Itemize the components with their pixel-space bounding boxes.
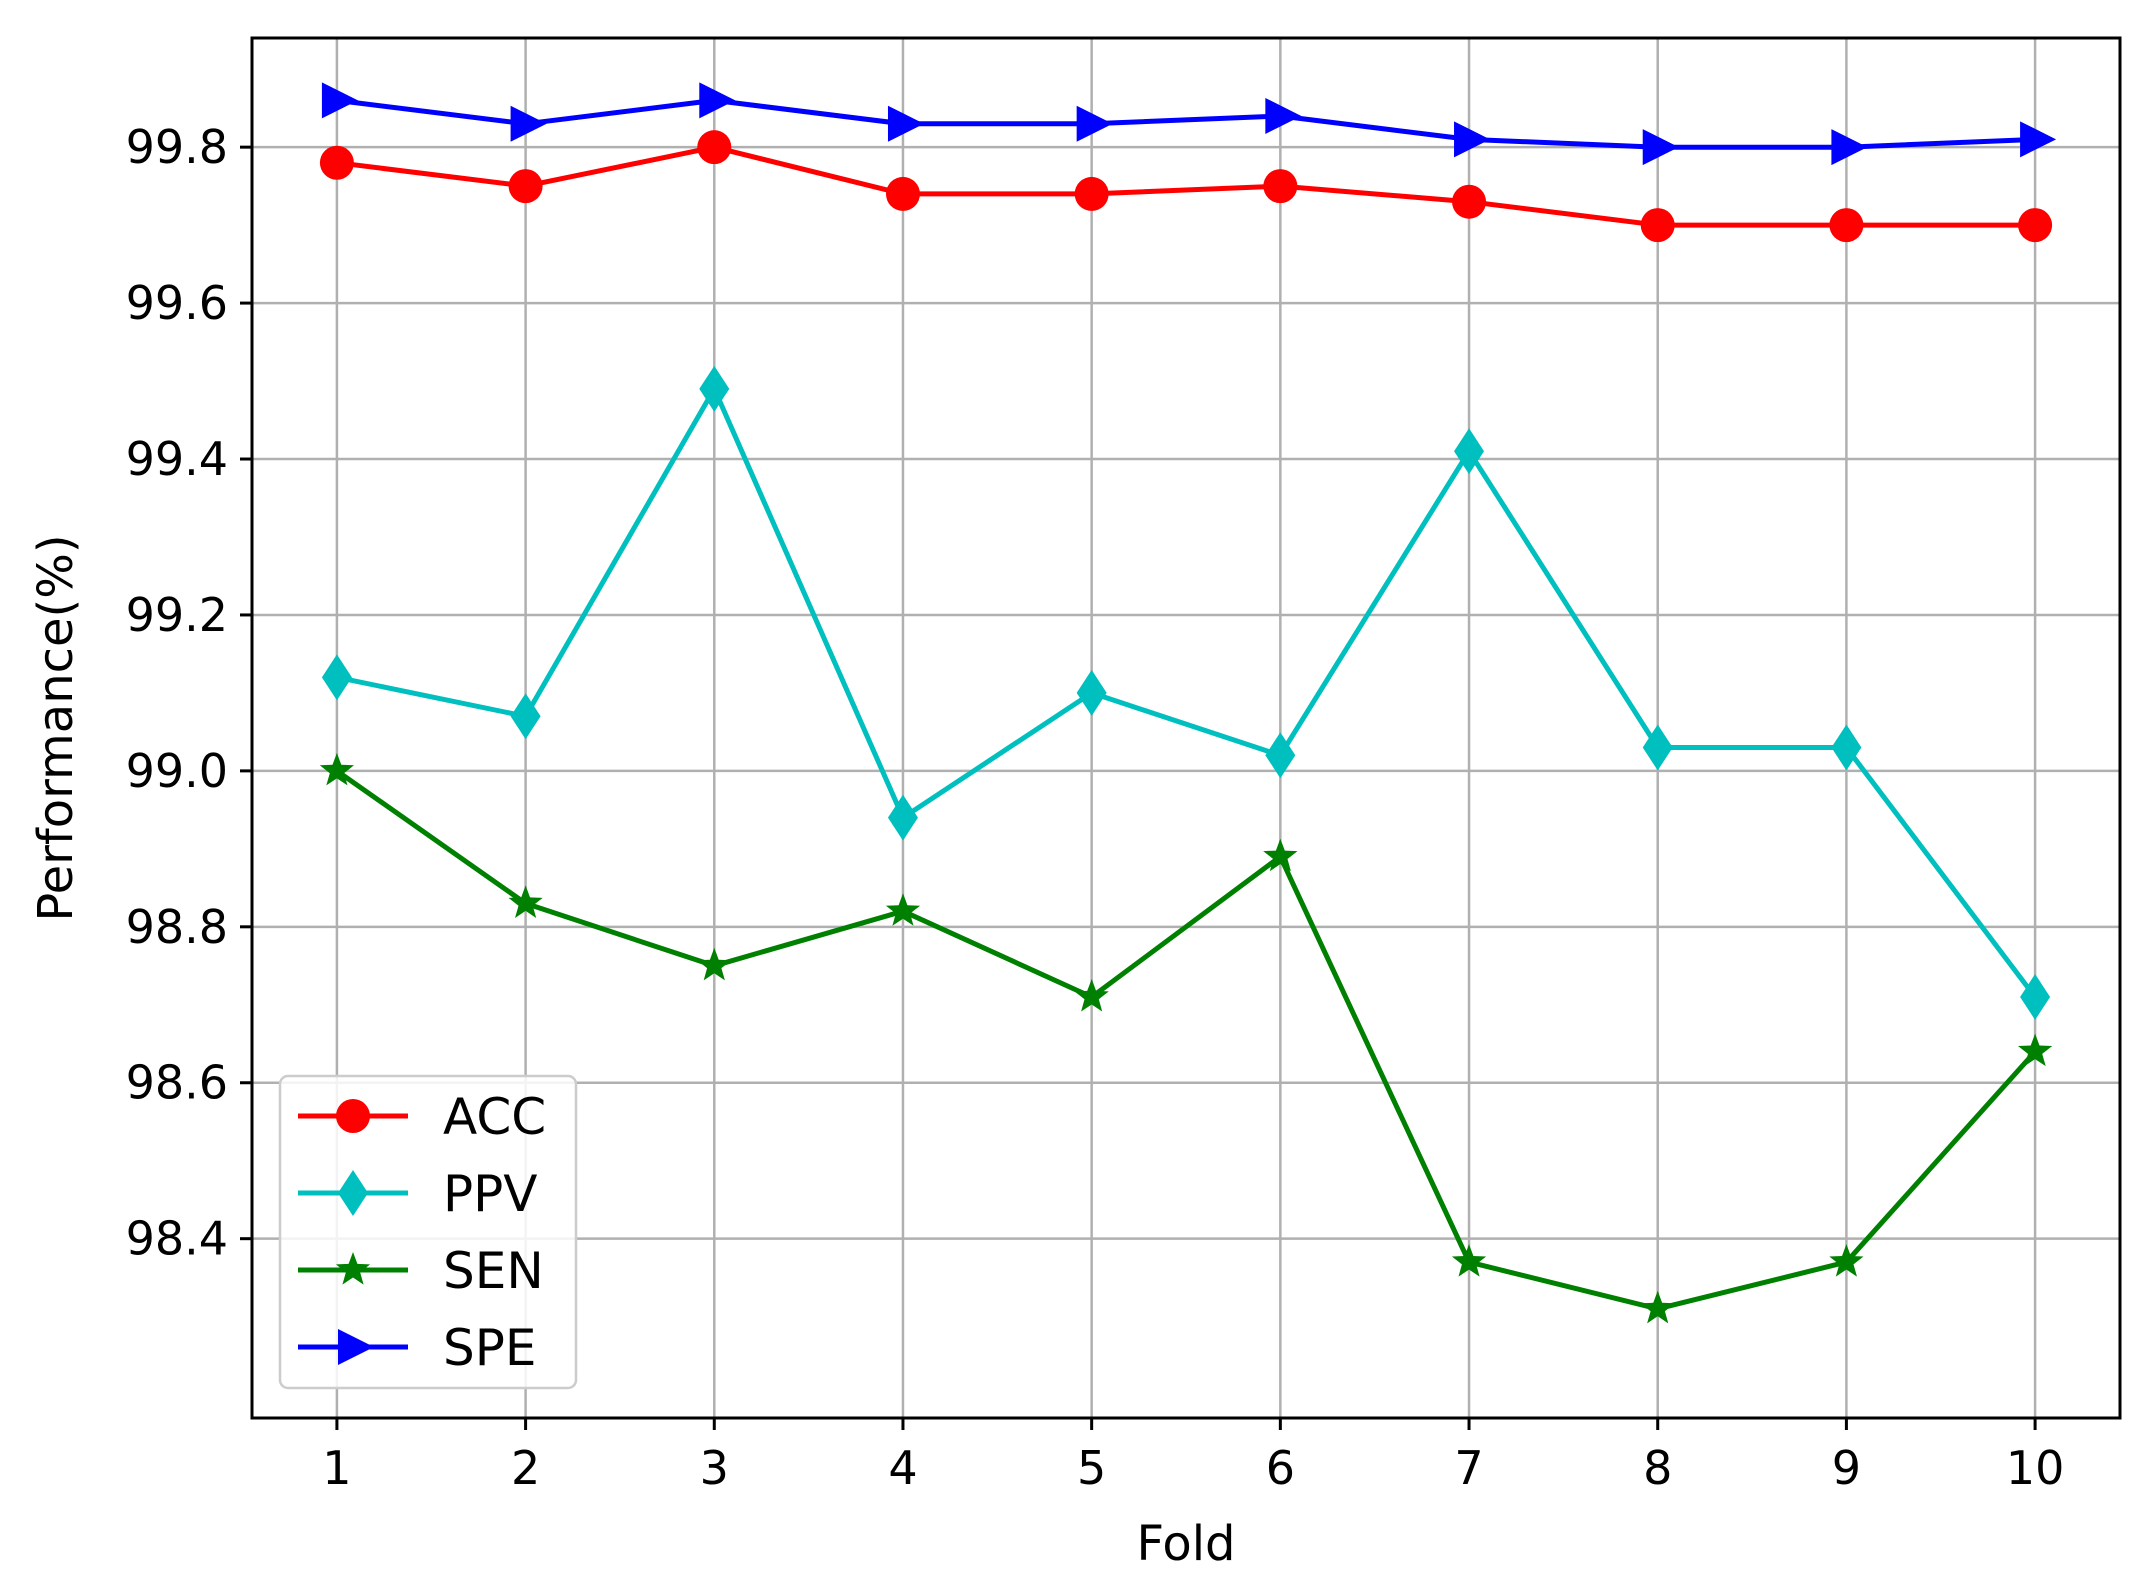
data-point-ppv xyxy=(510,693,541,740)
y-tick-label: 99.2 xyxy=(126,588,228,642)
series-markers xyxy=(319,82,2057,1324)
y-tick-label: 98.4 xyxy=(126,1212,228,1266)
y-tick-label: 99.6 xyxy=(126,276,228,330)
legend-marker-sen xyxy=(335,1252,371,1285)
data-point-spe xyxy=(1642,129,1679,166)
legend-label-spe: SPE xyxy=(443,1319,536,1377)
x-tick-label: 3 xyxy=(700,1441,729,1495)
data-point-ppv xyxy=(2020,973,2051,1020)
x-tick-label: 8 xyxy=(1643,1441,1672,1495)
data-point-acc xyxy=(1263,169,1298,204)
series-lines xyxy=(335,97,2038,1312)
plot-frame xyxy=(250,36,2122,1420)
data-point-ppv xyxy=(321,654,352,701)
legend-box xyxy=(278,1074,578,1390)
data-point-acc xyxy=(2018,208,2053,243)
series-line-sen xyxy=(335,768,2037,1312)
data-point-spe xyxy=(321,82,358,119)
data-point-acc xyxy=(319,145,354,180)
legend-label-sen: SEN xyxy=(443,1242,544,1300)
data-point-sen xyxy=(319,752,354,786)
y-axis-title: Performance(%) xyxy=(28,534,84,921)
data-point-sen xyxy=(1640,1290,1675,1324)
series-line-acc xyxy=(336,144,2036,228)
data-point-spe xyxy=(1265,97,1302,134)
legend-marker-ppv xyxy=(338,1170,368,1216)
data-point-sen xyxy=(2018,1033,2053,1067)
legend-label-acc: ACC xyxy=(443,1088,546,1146)
series-line-spe xyxy=(336,97,2036,150)
data-point-spe xyxy=(699,82,736,119)
series-line-ppv xyxy=(336,386,2038,999)
x-tick-label: 1 xyxy=(322,1441,351,1495)
data-point-spe xyxy=(2020,121,2057,158)
data-point-sen xyxy=(508,885,543,918)
data-point-sen xyxy=(697,947,732,981)
data-point-sen xyxy=(1829,1244,1864,1277)
data-point-acc xyxy=(1074,176,1109,211)
data-point-spe xyxy=(510,105,547,142)
data-point-sen xyxy=(1263,838,1298,872)
x-tick-label: 4 xyxy=(888,1441,917,1495)
data-point-sen xyxy=(1074,979,1109,1012)
data-point-ppv xyxy=(1642,724,1673,771)
legend-label-ppv: PPV xyxy=(443,1165,538,1223)
data-point-acc xyxy=(885,176,920,211)
data-point-ppv xyxy=(1454,428,1485,475)
data-point-sen xyxy=(885,893,921,926)
legend-marker-acc xyxy=(336,1099,370,1133)
data-point-acc xyxy=(1452,184,1487,219)
data-point-ppv xyxy=(1265,732,1296,779)
data-point-acc xyxy=(508,169,543,204)
x-axis-title: Fold xyxy=(1136,1516,1235,1572)
data-point-ppv xyxy=(1076,669,1107,716)
x-tick-label: 9 xyxy=(1832,1441,1861,1495)
x-tick-label: 7 xyxy=(1454,1441,1483,1495)
data-point-acc xyxy=(1640,208,1675,243)
data-point-sen xyxy=(1451,1244,1487,1277)
legend-marker-spe xyxy=(338,1329,374,1365)
y-tick-label: 98.8 xyxy=(126,900,228,954)
x-tick-label: 10 xyxy=(2006,1441,2065,1495)
x-tick-label: 6 xyxy=(1266,1441,1295,1495)
y-tick-label: 99.0 xyxy=(126,744,228,798)
axis-ticks: 1 2 3 4 5 6 7 8 9 10 98.4 98.6 98.8 99.0 99.2 99.4 99.6 9… xyxy=(126,120,2065,1495)
data-point-spe xyxy=(1454,121,1491,158)
y-tick-label: 98.6 xyxy=(126,1056,228,1110)
y-tick-label: 99.4 xyxy=(126,432,228,486)
data-point-ppv xyxy=(1831,724,1862,771)
data-point-acc xyxy=(1829,208,1864,243)
y-tick-label: 99.8 xyxy=(126,120,228,174)
data-point-spe xyxy=(1076,105,1113,142)
x-tick-label: 5 xyxy=(1077,1441,1106,1495)
legend: ACC PPV SEN SPE xyxy=(278,1074,578,1390)
x-tick-label: 2 xyxy=(511,1441,540,1495)
data-point-ppv xyxy=(887,794,918,841)
data-point-spe xyxy=(1831,129,1868,166)
data-point-acc xyxy=(697,130,732,165)
data-point-ppv xyxy=(699,365,730,412)
data-point-spe xyxy=(887,105,924,142)
